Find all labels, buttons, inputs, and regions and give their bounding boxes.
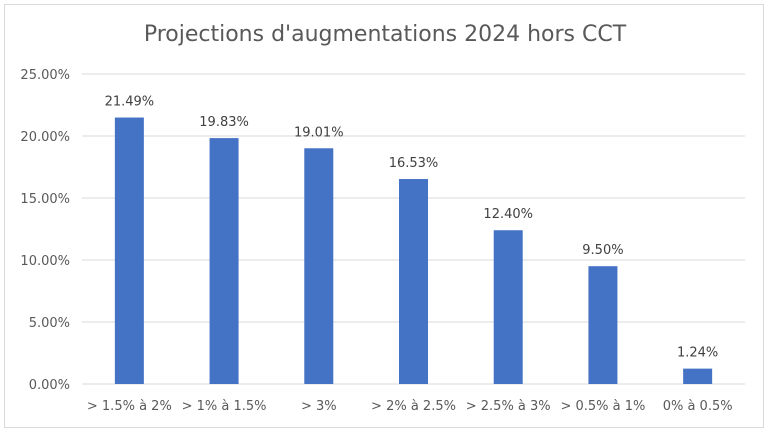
data-label: 9.50%: [582, 243, 623, 258]
chart-title: Projections d'augmentations 2024 hors CC…: [143, 22, 627, 47]
data-label: 1.24%: [677, 346, 718, 361]
y-tick-label: 20.00%: [20, 130, 70, 145]
y-tick-label: 0.00%: [29, 378, 70, 393]
x-tick-label: 0% à 0.5%: [663, 399, 733, 414]
bar: [493, 230, 523, 384]
y-tick-label: 5.00%: [29, 316, 70, 331]
x-tick-label: > 1% à 1.5%: [182, 399, 267, 414]
x-tick-label: > 2.5% à 3%: [466, 399, 551, 414]
y-tick-label: 15.00%: [20, 192, 70, 207]
x-axis-ticks: > 1.5% à 2% > 1% à 1.5% > 3% > 2% à 2.5% > 2…: [87, 399, 733, 414]
data-label: 19.01%: [294, 125, 344, 140]
x-tick-label: > 0.5% à 1%: [560, 399, 645, 414]
data-label: 19.83%: [199, 115, 249, 130]
bar: [209, 138, 239, 384]
bar: [588, 266, 618, 384]
bar: [304, 148, 334, 384]
x-tick-label: > 3%: [301, 399, 337, 414]
data-label: 16.53%: [389, 156, 439, 171]
bar: [399, 179, 428, 384]
bar: [114, 117, 144, 385]
x-tick-label: > 2% à 2.5%: [371, 399, 456, 414]
x-tick-label: > 1.5% à 2%: [87, 399, 172, 414]
bar: [683, 368, 713, 384]
y-axis-ticks: 0.00% 5.00% 10.00% 15.00% 20.00% 25.00%: [20, 68, 70, 393]
y-tick-label: 25.00%: [20, 68, 70, 83]
bars: [114, 117, 713, 385]
data-label: 12.40%: [483, 207, 533, 222]
data-label: 21.49%: [105, 95, 155, 110]
data-labels: 21.49% 19.83% 19.01% 16.53% 12.40% 9.50% 1.24%: [105, 95, 719, 361]
y-tick-label: 10.00%: [20, 254, 70, 269]
